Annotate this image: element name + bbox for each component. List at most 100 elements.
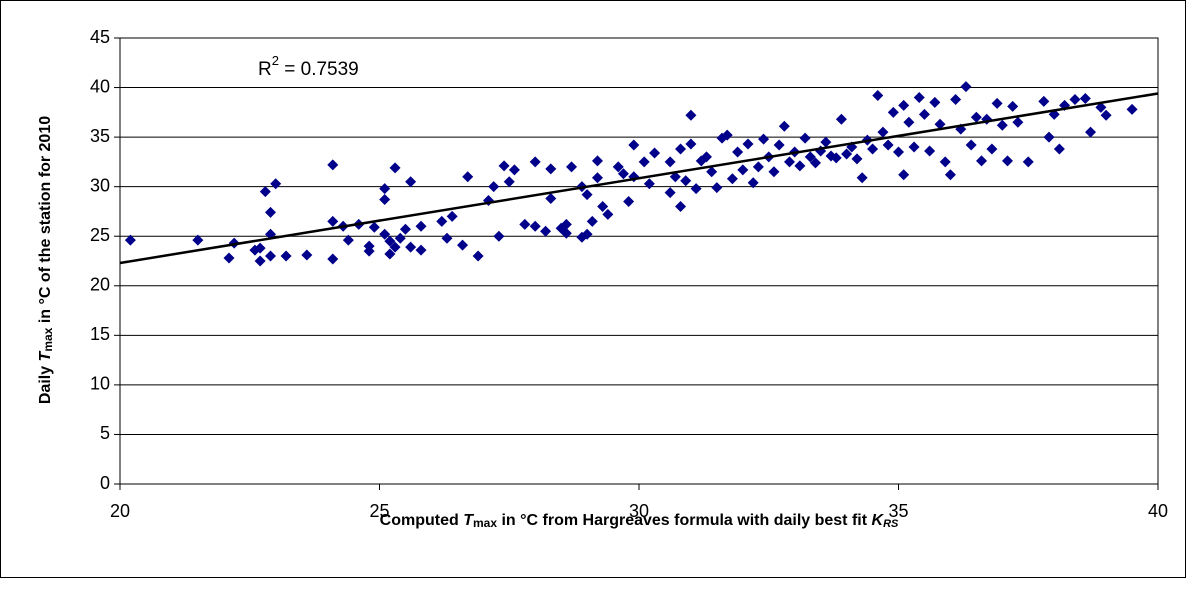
point <box>617 168 629 180</box>
point <box>628 139 640 151</box>
y-tick-label: 15 <box>90 324 110 344</box>
point <box>1095 101 1107 113</box>
point <box>545 193 557 205</box>
point <box>457 239 469 251</box>
y-tick-label: 5 <box>100 423 110 443</box>
annotation-part: 2 <box>272 53 279 68</box>
x-tick-label: 30 <box>629 501 649 521</box>
point <box>706 166 718 178</box>
label-part: Computed <box>380 512 464 529</box>
point <box>415 244 427 256</box>
point <box>898 169 910 181</box>
point <box>566 161 578 173</box>
label-part: RS <box>883 518 899 530</box>
point <box>1001 155 1013 167</box>
point <box>270 178 282 190</box>
point <box>1022 156 1034 168</box>
point <box>384 235 396 247</box>
point <box>368 221 380 233</box>
point <box>742 138 754 150</box>
point <box>472 250 484 262</box>
y-tick-label: 45 <box>90 27 110 47</box>
point <box>851 153 863 165</box>
point <box>1007 100 1019 112</box>
trendline <box>119 92 1159 265</box>
point <box>965 139 977 151</box>
y-tick-label: 10 <box>90 374 110 394</box>
point <box>721 129 733 141</box>
point <box>1043 131 1055 143</box>
point <box>913 91 925 103</box>
point <box>399 223 411 235</box>
point <box>903 116 915 128</box>
point <box>446 210 458 222</box>
point <box>623 196 635 208</box>
point <box>778 120 790 132</box>
point <box>986 143 998 155</box>
point <box>877 126 889 138</box>
label-part: in °C from Hargreaves formula with daily… <box>497 512 871 529</box>
point <box>405 176 417 188</box>
point <box>784 156 796 168</box>
point <box>893 146 904 158</box>
point <box>664 156 676 168</box>
point <box>690 183 702 195</box>
point <box>820 136 832 148</box>
point <box>493 230 505 242</box>
point <box>597 200 609 212</box>
point <box>259 186 271 198</box>
label-part: K <box>872 512 885 529</box>
label-part: max <box>41 327 55 351</box>
point <box>1126 103 1138 115</box>
point <box>939 156 951 168</box>
x-tick-label: 25 <box>369 501 389 521</box>
y-tick-label: 25 <box>90 225 110 245</box>
r-squared: R2 = 0.7539 <box>258 53 359 80</box>
point <box>301 249 313 261</box>
point <box>804 151 816 163</box>
point <box>379 183 391 195</box>
point <box>124 234 136 246</box>
point <box>581 228 593 240</box>
point <box>768 166 780 178</box>
point <box>591 155 603 167</box>
point <box>327 159 339 171</box>
label-part: T <box>37 350 54 361</box>
point <box>192 234 204 246</box>
point <box>436 215 448 227</box>
point <box>498 160 510 172</box>
point <box>944 169 956 181</box>
point <box>649 147 661 159</box>
point <box>529 220 541 232</box>
point <box>1069 93 1081 105</box>
y-axis-title: Daily Tmax in °C of the station for 2010 <box>37 116 55 404</box>
point <box>887 106 899 118</box>
point <box>934 118 946 130</box>
point <box>1085 126 1097 138</box>
point <box>540 225 552 237</box>
point <box>363 245 375 257</box>
point <box>976 155 988 167</box>
y-tick-label: 20 <box>90 275 110 295</box>
point <box>700 151 712 163</box>
point <box>830 152 842 164</box>
point <box>586 215 598 227</box>
point <box>664 187 676 199</box>
point <box>581 189 593 201</box>
point <box>379 194 391 206</box>
annotation-part: R <box>258 59 272 80</box>
point <box>726 173 738 185</box>
point <box>327 253 339 265</box>
point <box>737 164 749 176</box>
point <box>732 146 744 158</box>
point <box>280 250 292 262</box>
point <box>384 248 396 260</box>
point <box>342 234 354 246</box>
x-axis-title: Computed Tmax in °C from Hargreaves form… <box>380 512 899 530</box>
point <box>675 143 687 155</box>
y-tick-label: 0 <box>100 473 110 493</box>
point <box>908 141 920 153</box>
point <box>643 178 655 190</box>
point <box>856 172 868 184</box>
